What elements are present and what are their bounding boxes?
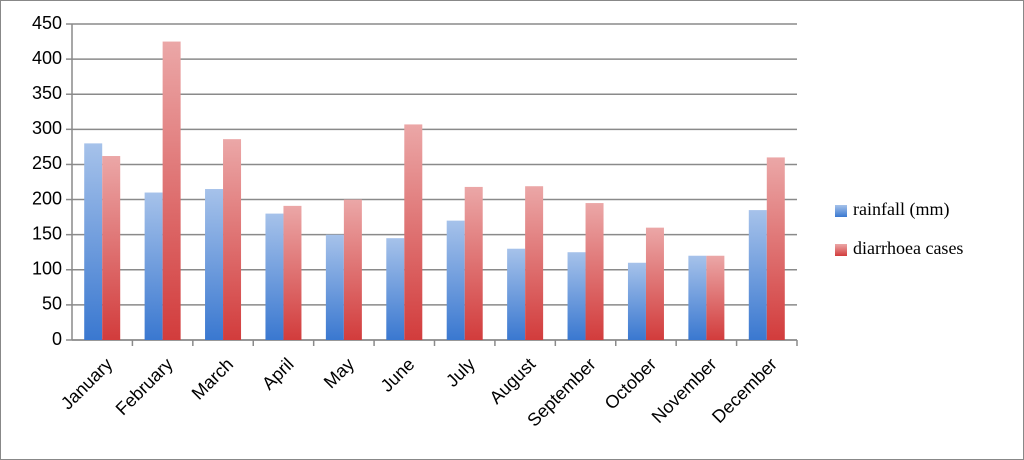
bar: [567, 252, 586, 340]
y-tick-label: 100: [32, 259, 62, 279]
bar: [265, 213, 284, 340]
bar: [464, 186, 483, 340]
legend-swatch: [835, 205, 847, 217]
bar: [144, 192, 163, 340]
bar: [507, 248, 526, 340]
y-tick-label: 350: [32, 83, 62, 103]
legend-swatch: [835, 244, 847, 256]
y-tick-label: 150: [32, 223, 62, 243]
legend-label: rainfall (mm): [853, 199, 949, 220]
bar: [386, 238, 405, 340]
bar: [205, 189, 224, 340]
bar: [645, 227, 664, 340]
bar: [706, 255, 725, 340]
x-tick-label: October: [601, 354, 660, 413]
bar: [325, 234, 344, 340]
x-tick-label: January: [57, 354, 116, 413]
y-tick-label: 200: [32, 188, 62, 208]
x-tick-label: February: [112, 354, 177, 419]
bar: [525, 186, 544, 340]
bar: [283, 205, 302, 340]
bar: [343, 199, 362, 340]
bar: [223, 139, 242, 340]
bar: [627, 262, 646, 340]
bar: [585, 203, 604, 340]
bar: [162, 41, 181, 341]
x-tick-label: March: [188, 354, 238, 404]
x-tick-label: August: [486, 354, 540, 408]
y-tick-label: 450: [32, 13, 62, 33]
y-tick-label: 300: [32, 118, 62, 138]
bar: [688, 255, 707, 340]
x-tick-label: July: [442, 354, 479, 391]
y-tick-label: 50: [42, 294, 62, 314]
bar: [404, 124, 423, 340]
legend-label: diarrhoea cases: [853, 238, 963, 258]
x-tick-label: December: [708, 354, 781, 427]
x-tick-label: November: [648, 354, 721, 427]
bar: [84, 143, 103, 340]
bar: [102, 156, 121, 340]
bar: [748, 210, 767, 340]
x-tick-label: April: [258, 354, 298, 394]
y-tick-label: 250: [32, 153, 62, 173]
bar: [446, 220, 465, 340]
y-tick-label: 400: [32, 48, 62, 68]
bar: [766, 157, 785, 340]
x-tick-label: June: [377, 354, 419, 396]
x-tick-label: May: [320, 354, 358, 392]
y-tick-label: 0: [52, 329, 62, 349]
